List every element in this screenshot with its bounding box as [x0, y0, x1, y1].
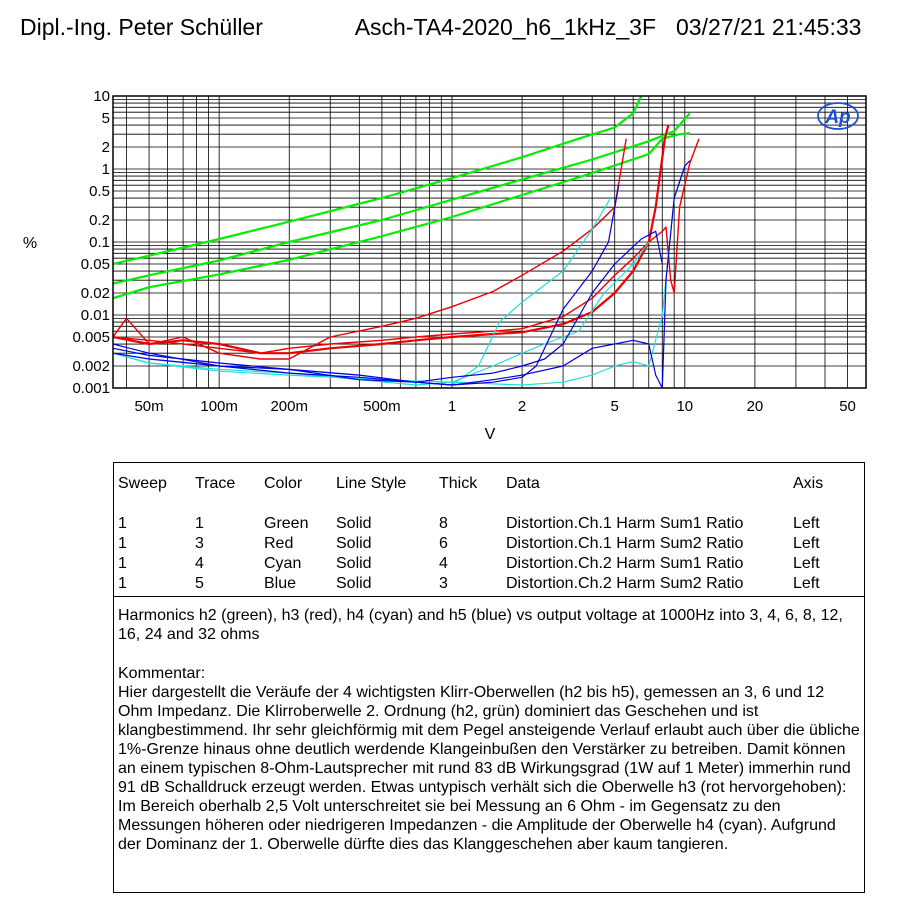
y-tick-label: 5: [102, 110, 110, 127]
row-sweep: 1: [118, 535, 127, 552]
y-tick-label: 0.05: [81, 256, 110, 273]
legend-row: 1 3 Red Solid 6 Distortion.Ch.1 Harm Sum…: [114, 535, 864, 555]
series-line: [113, 197, 612, 386]
series-line: [113, 185, 620, 386]
row-line-style: Solid: [336, 515, 372, 532]
report-header: Dipl.-Ing. Peter Schüller Asch-TA4-2020_…: [0, 14, 920, 48]
row-axis: Left: [793, 575, 820, 592]
x-tick-label: 50: [839, 398, 856, 415]
row-axis: Left: [793, 535, 820, 552]
x-tick-label: 50m: [134, 398, 163, 415]
chart-series: [113, 96, 700, 388]
row-data: Distortion.Ch.2 Harm Sum1 Ratio: [506, 555, 744, 572]
chart-grid: [113, 96, 867, 389]
col-color: Color: [264, 475, 303, 492]
y-tick-label: 2: [102, 139, 110, 156]
row-axis: Left: [793, 515, 820, 532]
row-color: Red: [264, 535, 294, 552]
y-axis-label: %: [23, 235, 37, 252]
series-line: [113, 112, 691, 285]
y-tick-label: 0.005: [72, 329, 110, 346]
legend-row: 1 5 Blue Solid 3 Distortion.Ch.2 Harm Su…: [114, 575, 864, 595]
series-line: [113, 96, 643, 266]
y-tick-label: 0.002: [72, 358, 110, 375]
distortion-chart: 10 5 2 1 0.5 0.2 0.1 0.05 0.02 0.01 0.005 0.002 0.00…: [23, 88, 867, 443]
x-tick-label: 100m: [200, 398, 238, 415]
x-tick-label: 20: [747, 398, 764, 415]
x-tick-label: 10: [676, 398, 693, 415]
row-thick: 6: [439, 535, 448, 552]
row-color: Cyan: [264, 555, 302, 572]
plot-frame: [112, 95, 867, 389]
file-name-clip: Asch-TA4-2020_h6_1kHz_3F: [318, 14, 656, 48]
row-line-style: Solid: [336, 575, 372, 592]
trace-legend-table: Sweep Trace Color Line Style Thick Data …: [113, 462, 865, 597]
row-trace: 5: [195, 575, 204, 592]
x-axis-label: V: [485, 426, 496, 443]
row-color: Blue: [264, 575, 297, 592]
series-line: [113, 165, 686, 386]
series-line: [113, 132, 690, 300]
series-line: [113, 230, 663, 383]
col-axis: Axis: [793, 475, 824, 492]
x-tick-label: 200m: [270, 398, 308, 415]
date-time: 03/27/21 21:45:33: [676, 14, 862, 40]
row-line-style: Solid: [336, 555, 372, 572]
series-line: [113, 138, 627, 360]
row-thick: 3: [439, 575, 448, 592]
series-line: [113, 160, 691, 388]
col-thick: Thick: [439, 475, 478, 492]
col-line-style: Line Style: [336, 475, 407, 492]
row-sweep: 1: [118, 515, 127, 532]
row-axis: Left: [793, 555, 820, 572]
row-thick: 4: [439, 555, 448, 572]
y-tick-label: 0.02: [81, 285, 110, 302]
series-line: [113, 241, 650, 386]
description-text: Harmonics h2 (green), h3 (red), h4 (cyan…: [118, 607, 843, 643]
y-tick-label: 0.01: [81, 307, 110, 324]
row-data: Distortion.Ch.1 Harm Sum1 Ratio: [506, 515, 744, 532]
row-line-style: Solid: [336, 535, 372, 552]
x-tick-label: 1: [448, 398, 456, 415]
row-trace: 3: [195, 535, 204, 552]
x-tick-label: 5: [611, 398, 619, 415]
row-trace: 4: [195, 555, 204, 572]
file-name: Asch-TA4-2020_h6_1kHz_3F: [354, 14, 656, 40]
legend-header-row: Sweep Trace Color Line Style Thick Data …: [114, 475, 864, 495]
y-tick-label: 0.1: [89, 234, 110, 251]
series-line: [113, 124, 670, 355]
y-tick-labels: 10 5 2 1 0.5 0.2 0.1 0.05 0.02 0.01 0.005 0.002 0.00…: [72, 88, 110, 397]
row-thick: 8: [439, 515, 448, 532]
row-sweep: 1: [118, 555, 127, 572]
notes-box: Harmonics h2 (green), h3 (red), h4 (cyan…: [113, 597, 865, 893]
row-data: Distortion.Ch.1 Harm Sum2 Ratio: [506, 535, 744, 552]
x-tick-label: 500m: [363, 398, 401, 415]
comment-heading: Kommentar:: [118, 665, 206, 682]
x-tick-labels: 50m 100m 200m 500m 1 2 5 10 20 50: [134, 398, 855, 415]
y-tick-label: 0.001: [72, 380, 110, 397]
comment-text: Hier dargestellt die Veräufe der 4 wicht…: [118, 684, 860, 853]
row-color: Green: [264, 515, 309, 532]
legend-row: 1 1 Green Solid 8 Distortion.Ch.1 Harm S…: [114, 515, 864, 535]
col-sweep: Sweep: [118, 475, 167, 492]
y-tick-label: 1: [102, 161, 110, 178]
y-tick-label: 10: [93, 88, 110, 105]
y-tick-label: 0.5: [89, 183, 110, 200]
series-line: [113, 138, 700, 354]
y-tick-label: 0.2: [89, 212, 110, 229]
row-trace: 1: [195, 515, 204, 532]
row-sweep: 1: [118, 575, 127, 592]
col-data: Data: [506, 475, 540, 492]
ap-logo-text: Ap: [824, 107, 850, 128]
ap-logo: Ap: [817, 102, 859, 130]
x-tick-label: 2: [518, 398, 526, 415]
col-trace: Trace: [195, 475, 236, 492]
author-name: Dipl.-Ing. Peter Schüller: [20, 14, 263, 40]
legend-row: 1 4 Cyan Solid 4 Distortion.Ch.2 Harm Su…: [114, 555, 864, 575]
row-data: Distortion.Ch.2 Harm Sum2 Ratio: [506, 575, 744, 592]
